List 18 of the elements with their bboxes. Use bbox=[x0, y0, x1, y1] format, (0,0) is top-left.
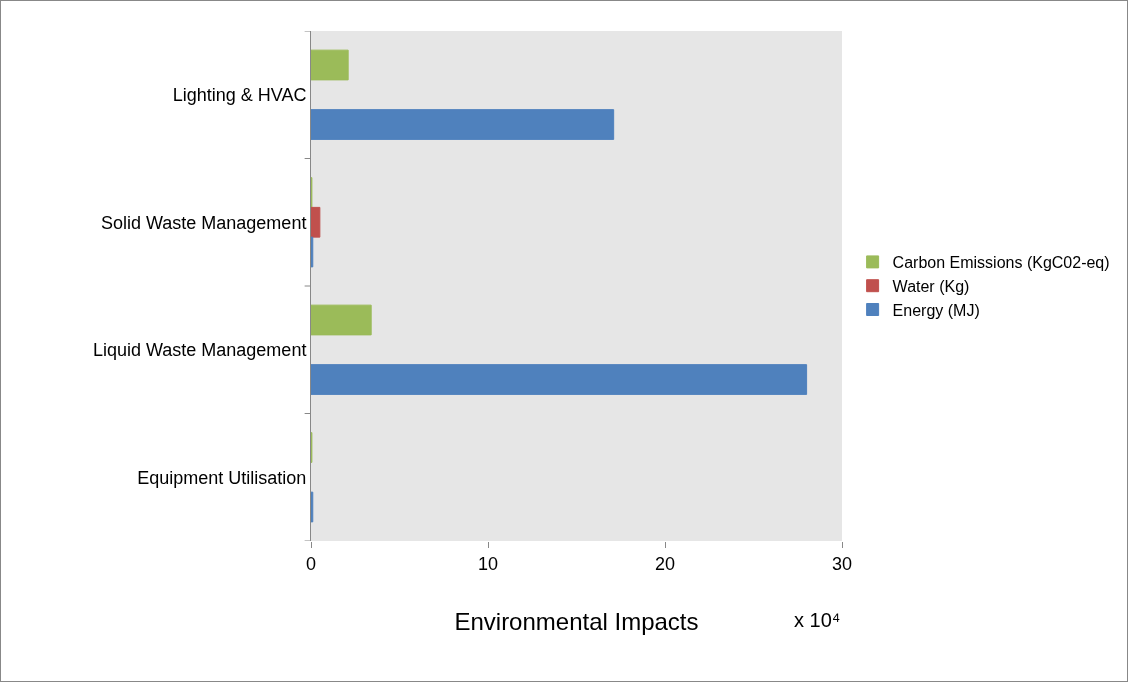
bar bbox=[311, 304, 372, 336]
y-tick-label: Liquid Waste Management bbox=[92, 340, 307, 361]
x-tick-label: 20 bbox=[654, 553, 676, 574]
x-tick-label: 0 bbox=[305, 553, 317, 574]
legend-label: Water (Kg) bbox=[892, 277, 970, 295]
x-tick-label: 10 bbox=[477, 553, 499, 574]
bar bbox=[311, 109, 615, 140]
y-tick-label: Lighting & HVAC bbox=[172, 85, 307, 106]
x-tick-label: 30 bbox=[831, 553, 853, 574]
legend-label: Carbon Emissions (KgC02-eq) bbox=[892, 254, 1110, 272]
bar bbox=[311, 364, 808, 395]
x-axis-title: Environmental Impacts bbox=[454, 607, 699, 635]
text: x 10⁴ bbox=[794, 609, 841, 631]
bar bbox=[311, 49, 349, 81]
y-tick-label: Equipment Utilisation bbox=[137, 467, 307, 488]
y-tick-label: Solid Waste Management bbox=[100, 212, 307, 233]
bar bbox=[311, 206, 321, 238]
legend-label: Energy (MJ) bbox=[892, 301, 980, 319]
